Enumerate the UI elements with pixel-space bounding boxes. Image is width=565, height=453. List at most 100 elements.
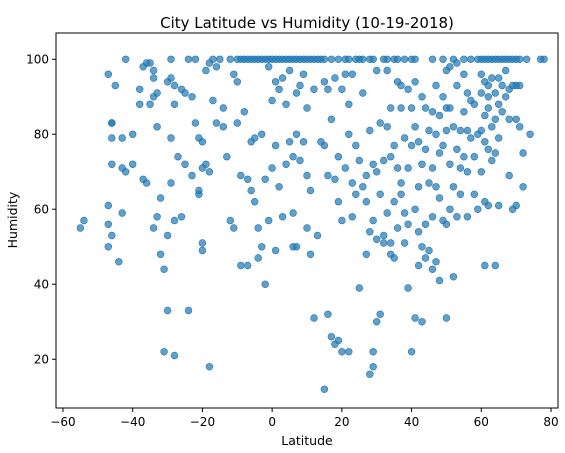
data-point [463,126,472,135]
data-point [435,149,444,157]
y-tick-label: 100 [26,52,49,66]
data-point [167,55,175,63]
data-point [104,243,113,251]
data-point [512,115,520,124]
data-point [481,261,489,270]
data-point [400,134,409,142]
data-point [198,138,207,146]
data-point [282,100,290,109]
data-point [373,168,381,176]
data-point [278,74,287,82]
data-point [383,55,391,63]
data-point [446,160,454,169]
data-point [495,201,503,210]
data-point [271,246,280,255]
data-point [205,363,214,371]
data-point [341,164,349,172]
data-point [226,216,235,225]
data-point [477,70,485,79]
data-point [320,385,329,393]
data-point [435,111,444,120]
data-point [425,179,433,187]
data-point [121,55,130,63]
data-point [383,66,391,75]
data-point [149,224,158,232]
data-point [320,78,329,86]
data-point [366,228,374,236]
data-point [467,134,475,142]
data-point [491,149,499,157]
y-tick-label: 80 [34,127,49,141]
data-point [369,216,377,225]
data-point [268,96,276,105]
data-point [369,160,377,169]
data-point [376,190,384,199]
data-point [174,153,182,161]
data-point [244,261,252,270]
data-point [446,205,454,214]
data-point [453,81,461,90]
data-point [177,213,186,221]
data-point [460,153,468,161]
x-tick-label: 80 [543,415,558,429]
data-point [369,55,377,63]
data-point [362,250,370,259]
data-point [254,254,262,262]
data-point [251,198,259,206]
data-point [324,85,332,94]
data-point [515,55,524,63]
data-point [366,370,374,378]
data-point [247,186,255,195]
data-point [418,160,426,169]
data-point [118,134,126,142]
x-tick-label: 20 [334,415,349,429]
data-point [463,168,472,176]
data-point [505,171,513,180]
data-point [341,70,349,79]
data-point [292,89,301,97]
data-point [212,63,221,71]
data-point [188,93,196,101]
data-point [275,85,283,94]
data-point [240,108,249,116]
data-point [390,254,398,262]
data-point [498,81,506,90]
data-points [76,55,548,393]
data-point [477,168,485,176]
data-point [428,265,437,273]
data-point [345,100,353,109]
data-point [414,261,423,270]
data-point [359,55,367,63]
data-point [418,318,426,326]
data-point [488,156,496,165]
data-point [522,55,531,63]
data-point [373,318,381,326]
data-point [428,164,437,172]
data-point [149,74,158,82]
data-point [366,126,374,135]
data-point [519,183,527,191]
data-point [104,201,113,210]
data-point [380,239,388,247]
data-point [181,160,189,169]
x-tick-label: 0 [268,415,276,429]
data-point [327,115,336,124]
data-point [421,104,430,112]
data-point [456,126,465,135]
data-point [474,205,482,214]
data-point [397,179,405,187]
data-point [160,348,168,356]
data-point [156,250,165,259]
data-point [303,224,311,232]
data-point [393,55,402,63]
data-point [320,55,329,63]
data-point [421,254,430,262]
data-point [400,239,409,247]
data-point [258,130,266,139]
data-point [369,348,377,356]
data-point [265,216,273,225]
data-point [324,171,332,180]
data-point [338,85,346,94]
